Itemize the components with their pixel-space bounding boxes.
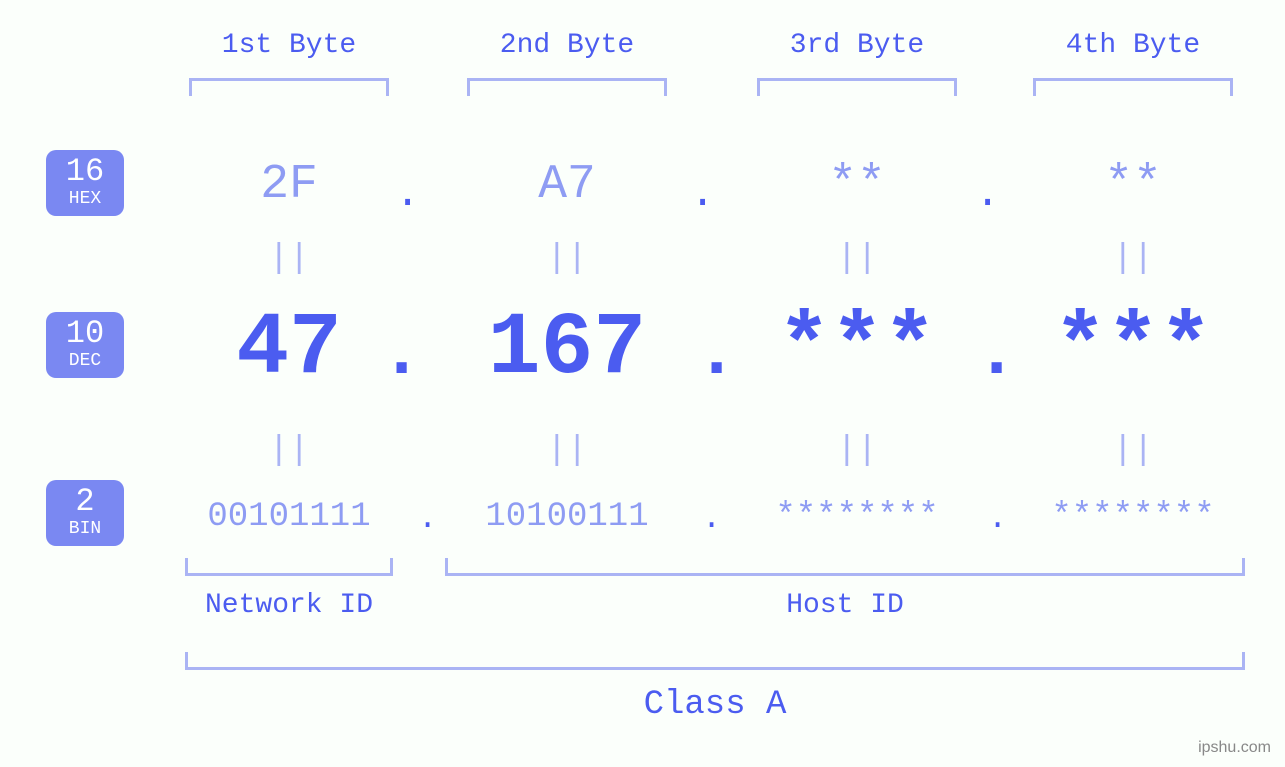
bin-badge-label: BIN [46, 520, 124, 538]
dec-byte-4: *** [1009, 300, 1257, 399]
byte-header-4: 4th Byte [1033, 30, 1233, 61]
hex-dot-2: . [690, 170, 715, 218]
bin-dot-2: . [702, 500, 721, 537]
network-bracket [185, 558, 393, 576]
ip-diagram: 1st Byte 2nd Byte 3rd Byte 4th Byte 16 H… [0, 0, 1285, 767]
hex-byte-1: 2F [189, 158, 389, 212]
bin-badge: 2 BIN [46, 480, 124, 546]
bin-dot-3: . [988, 500, 1007, 537]
dec-dot-1: . [380, 313, 423, 395]
bin-byte-4: ******** [1009, 498, 1257, 536]
class-label: Class A [185, 686, 1245, 724]
hex-byte-4: ** [1033, 158, 1233, 212]
byte-header-1: 1st Byte [189, 30, 389, 61]
dec-badge: 10 DEC [46, 312, 124, 378]
eq-dec-bin-1: || [264, 432, 314, 470]
byte-bracket-2 [467, 78, 667, 96]
eq-dec-bin-4: || [1108, 432, 1158, 470]
hex-byte-3: ** [757, 158, 957, 212]
bin-byte-2: 10100111 [443, 498, 691, 536]
eq-hex-dec-2: || [542, 240, 592, 278]
byte-header-2: 2nd Byte [467, 30, 667, 61]
class-bracket [185, 652, 1245, 670]
eq-dec-bin-3: || [832, 432, 882, 470]
host-id-label: Host ID [445, 590, 1245, 621]
bin-byte-3: ******** [733, 498, 981, 536]
hex-badge: 16 HEX [46, 150, 124, 216]
hex-dot-3: . [975, 170, 1000, 218]
byte-bracket-1 [189, 78, 389, 96]
dec-badge-label: DEC [46, 352, 124, 370]
eq-hex-dec-3: || [832, 240, 882, 278]
hex-byte-2: A7 [467, 158, 667, 212]
dec-byte-1: 47 [165, 300, 413, 399]
bin-dot-1: . [418, 500, 437, 537]
dec-byte-2: 167 [443, 300, 691, 399]
hex-badge-label: HEX [46, 190, 124, 208]
eq-hex-dec-1: || [264, 240, 314, 278]
dec-badge-num: 10 [46, 318, 124, 350]
byte-bracket-3 [757, 78, 957, 96]
byte-header-3: 3rd Byte [757, 30, 957, 61]
dec-dot-2: . [695, 313, 738, 395]
byte-bracket-4 [1033, 78, 1233, 96]
bin-byte-1: 00101111 [165, 498, 413, 536]
dec-byte-3: *** [733, 300, 981, 399]
hex-badge-num: 16 [46, 156, 124, 188]
bin-badge-num: 2 [46, 486, 124, 518]
watermark: ipshu.com [1198, 739, 1271, 757]
eq-hex-dec-4: || [1108, 240, 1158, 278]
host-bracket [445, 558, 1245, 576]
network-id-label: Network ID [185, 590, 393, 621]
hex-dot-1: . [395, 170, 420, 218]
eq-dec-bin-2: || [542, 432, 592, 470]
